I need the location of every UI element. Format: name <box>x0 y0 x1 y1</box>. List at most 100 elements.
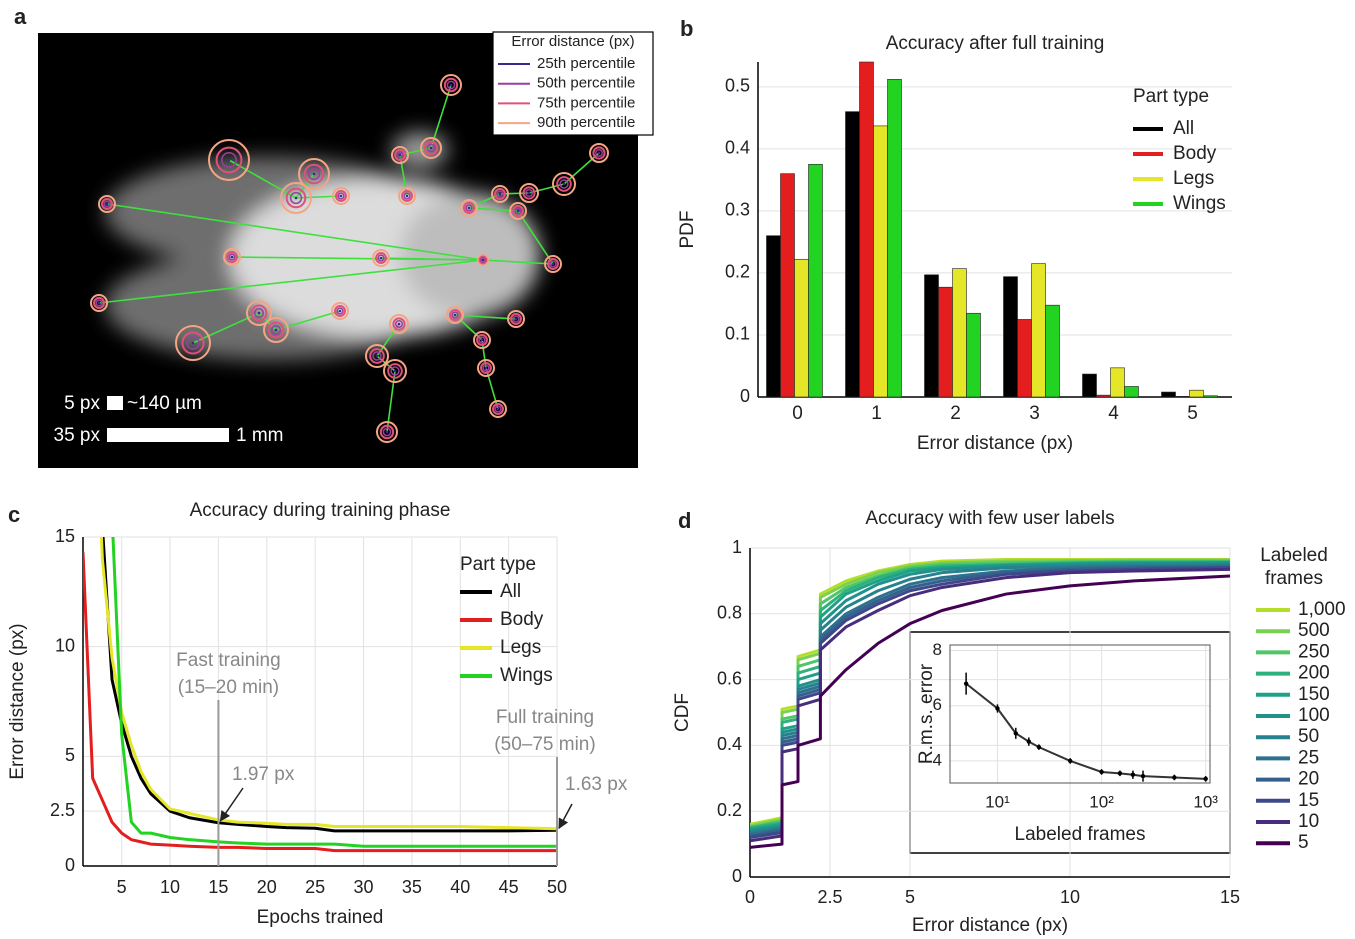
ring-25 <box>275 329 278 332</box>
x-tick-label: 10² <box>1089 792 1114 811</box>
bar <box>1046 305 1060 397</box>
x-tick-label: 2.5 <box>817 887 842 907</box>
y-tick-label: 0.4 <box>717 734 742 754</box>
x-tick-label: 0 <box>792 403 803 424</box>
figure: a b c d Error distance (px) 25th percent… <box>0 0 1355 939</box>
y-axis-label: R.m.s. error <box>916 663 937 764</box>
legend-label: 50 <box>1298 726 1319 747</box>
point <box>1141 774 1145 778</box>
legend-label: 100 <box>1298 705 1330 726</box>
legend-label: 150 <box>1298 684 1330 705</box>
ring-25 <box>485 367 488 370</box>
bar <box>874 126 888 397</box>
legend-label: Legs <box>500 637 541 658</box>
bar <box>1204 396 1218 397</box>
legend-label: Wings <box>1173 193 1226 214</box>
point <box>1131 773 1135 777</box>
ring-25 <box>339 310 342 313</box>
ring-25 <box>98 302 101 305</box>
bar <box>767 236 781 397</box>
ring-25 <box>398 323 401 326</box>
ring-25 <box>192 342 195 345</box>
ring-25 <box>468 207 471 210</box>
y-tick-label: 15 <box>55 526 75 546</box>
ring-25 <box>295 197 298 200</box>
y-tick-label: 0.3 <box>725 200 750 220</box>
bar <box>1111 368 1125 397</box>
annotation: (50–75 min) <box>494 734 595 755</box>
bar <box>1004 277 1018 397</box>
scale-bar <box>107 396 123 410</box>
x-tick-label: 10³ <box>1193 792 1218 811</box>
x-tick-label: 10 <box>160 877 180 897</box>
point <box>1099 770 1103 774</box>
ring-25 <box>598 152 601 155</box>
x-tick-label: 40 <box>450 877 470 897</box>
x-tick-label: 50 <box>547 877 567 897</box>
callout-arrow <box>559 804 572 828</box>
legend-label: 50th percentile <box>537 75 635 92</box>
callout-label: 1.97 px <box>232 764 295 785</box>
scale-size: 1 mm <box>236 425 284 446</box>
bar <box>795 259 809 397</box>
callout-label: 1.63 px <box>565 774 628 795</box>
x-tick-label: 45 <box>499 877 519 897</box>
y-tick-label: 5 <box>65 745 75 765</box>
x-tick-label: 5 <box>1187 403 1198 424</box>
x-tick-label: 0 <box>745 887 755 907</box>
x-tick-label: 5 <box>117 877 127 897</box>
legend-label: 20 <box>1298 769 1319 790</box>
x-axis-label: Epochs trained <box>257 907 384 928</box>
y-axis-label: CDF <box>672 693 693 732</box>
y-tick-label: 2.5 <box>50 800 75 820</box>
x-tick-label: 10 <box>1060 887 1080 907</box>
panel-label: c <box>8 502 20 527</box>
x-tick-label: 25 <box>305 877 325 897</box>
image-panel: Error distance (px) 25th percentile50th … <box>38 32 653 468</box>
legend-label: 5 <box>1298 832 1309 853</box>
legend-label: All <box>1173 118 1194 139</box>
x-tick-label: 30 <box>354 877 374 897</box>
y-axis-label: PDF <box>677 211 698 249</box>
x-tick-label: 10¹ <box>985 792 1010 811</box>
x-axis-label: Error distance (px) <box>917 433 1073 454</box>
legend-label: Body <box>500 609 544 630</box>
ring-25 <box>106 203 109 206</box>
point <box>1203 777 1207 781</box>
ring-25 <box>394 370 397 373</box>
bar <box>1190 390 1204 397</box>
legend-label: Legs <box>1173 168 1214 189</box>
bar <box>1083 374 1097 397</box>
bar <box>1018 319 1032 397</box>
bar <box>888 79 902 397</box>
point <box>1068 759 1072 763</box>
legend-label: 25 <box>1298 747 1319 768</box>
ring-25 <box>430 147 433 150</box>
scale-size: ~140 µm <box>127 393 202 414</box>
ring-25 <box>454 314 457 317</box>
x-tick-label: 3 <box>1029 403 1040 424</box>
chart-title: Accuracy with few user labels <box>865 508 1114 529</box>
y-tick-label: 10 <box>55 635 75 655</box>
ring-25 <box>406 195 409 198</box>
legend-label: 75th percentile <box>537 94 635 111</box>
point <box>964 681 968 685</box>
x-tick-label: 15 <box>1220 887 1240 907</box>
legend-title: frames <box>1265 568 1323 589</box>
scale-bar <box>107 428 229 442</box>
panel-label: a <box>14 4 27 29</box>
ring-25 <box>228 159 231 162</box>
chart-title: Accuracy during training phase <box>190 500 451 521</box>
legend-label: 15 <box>1298 790 1319 811</box>
y-tick-label: 0 <box>740 386 750 406</box>
legend-title: Part type <box>460 554 536 575</box>
y-axis-label: Error distance (px) <box>7 623 28 779</box>
x-tick-label: 1 <box>871 403 882 424</box>
annotation: Full training <box>496 707 594 728</box>
ring-25 <box>450 84 453 87</box>
point <box>1014 731 1018 735</box>
ring-25 <box>340 195 343 198</box>
y-tick-label: 0.1 <box>725 324 750 344</box>
ring-25 <box>258 312 261 315</box>
x-tick-label: 5 <box>905 887 915 907</box>
